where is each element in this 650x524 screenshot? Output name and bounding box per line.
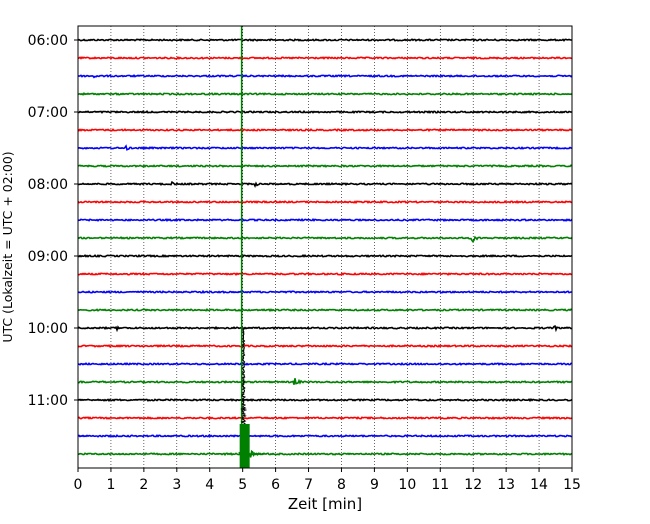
trace-line [77,92,573,96]
trace-line [77,325,573,333]
trace-line [77,378,573,385]
x-tick-label: 4 [205,477,214,493]
trace-line [78,74,573,79]
x-tick-label: 5 [238,477,247,493]
trace-line [77,164,573,168]
x-tick-label: 3 [172,477,181,493]
x-tick-label: 15 [563,477,581,493]
y-tick-label: 08:00 [28,177,68,193]
x-tick-label: 7 [304,477,313,493]
event-coda [238,449,265,458]
x-tick-label: 1 [106,477,115,493]
trace-line [77,253,573,258]
trace-line [77,344,573,348]
y-tick-label: 09:00 [28,249,68,265]
trace-line [77,361,573,366]
x-tick-label: 9 [370,477,379,493]
y-tick-label: 06:00 [28,33,68,49]
y-tick-label: 10:00 [28,321,68,337]
x-tick-label: 11 [431,477,449,493]
x-tick-label: 6 [271,477,280,493]
trace-line [77,272,573,277]
trace-line [77,416,573,420]
plot-frame [77,25,573,469]
x-tick-label: 12 [464,477,482,493]
x-tick-label: 13 [497,477,515,493]
x-tick-label: 8 [337,477,346,493]
y-tick-label: 11:00 [28,393,68,409]
x-tick-label: 14 [530,477,548,493]
trace-line [77,398,573,403]
x-axis-ticks: 0 1 2 3 4 5 6 7 8 9 10 11 12 13 14 15 [74,468,581,493]
trace-line [77,55,573,60]
trace-line [77,199,572,204]
trace-line [77,38,573,42]
trace-line [77,452,573,456]
trace-line [77,180,573,188]
x-axis-label: Zeit [min] [288,495,362,513]
trace-line [77,289,573,294]
trace-line [77,235,573,244]
y-axis-label: UTC (Lokalzeit = UTC + 02:00) [0,151,15,342]
trace-line [77,434,572,438]
x-tick-label: 0 [74,477,83,493]
gridlines [110,26,540,468]
event-burst [239,424,250,468]
traces [77,38,573,456]
x-tick-label: 10 [398,477,416,493]
trace-line [77,128,573,132]
trace-line [78,110,573,114]
x-tick-label: 2 [139,477,148,493]
trace-line [77,144,572,151]
main-event-trace [238,26,265,469]
trace-line [77,218,573,223]
trace-line [77,307,573,313]
y-tick-label: 07:00 [28,105,68,121]
y-axis-ticks: 06:00 07:00 08:00 09:00 10:00 11:00 [28,33,78,409]
